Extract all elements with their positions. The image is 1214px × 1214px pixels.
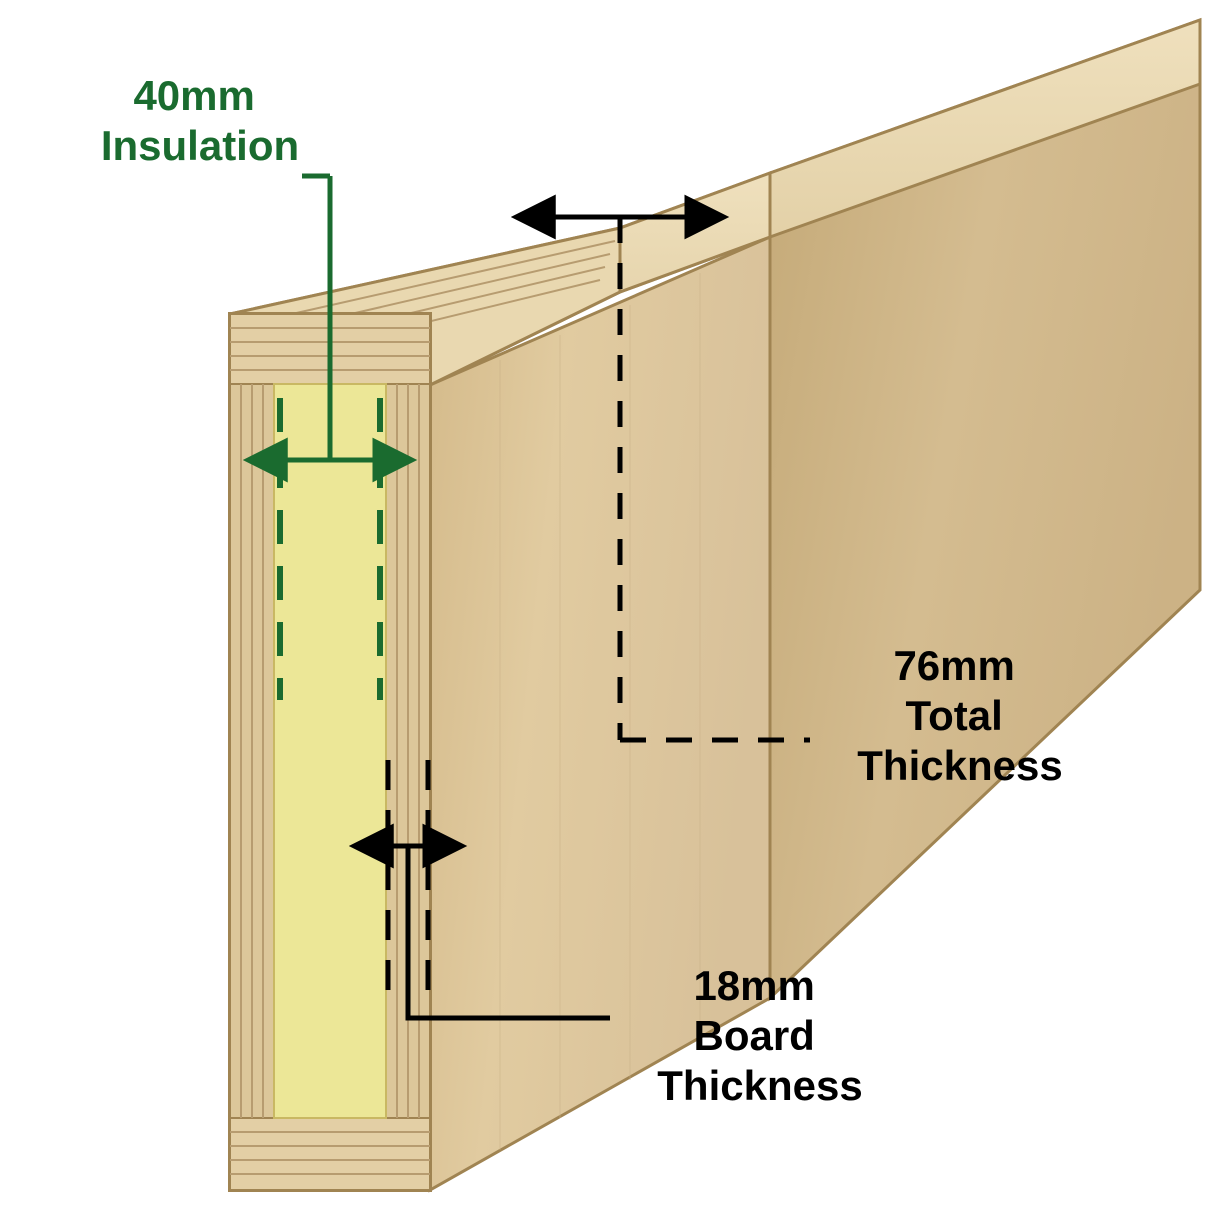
board-label-line2: Board: [693, 1012, 814, 1059]
board-label-line1: 18mm: [693, 962, 814, 1009]
diagram: 40mm Insulation 76mm Total Thickness 18m…: [0, 0, 1214, 1214]
insulation-core: [274, 384, 386, 1118]
total-label-line1: 76mm: [893, 642, 1014, 689]
board-label-line3: Thickness: [657, 1062, 862, 1109]
insulation-label: 40mm Insulation: [101, 72, 299, 169]
svg-text:40mm Insulation: 40mm Insulation: [101, 72, 299, 169]
total-label-line3: Thickness: [857, 742, 1062, 789]
insulation-label-line1: 40mm: [133, 72, 254, 119]
total-label-line2: Total: [906, 692, 1003, 739]
insulation-label-line2: Insulation: [101, 122, 299, 169]
